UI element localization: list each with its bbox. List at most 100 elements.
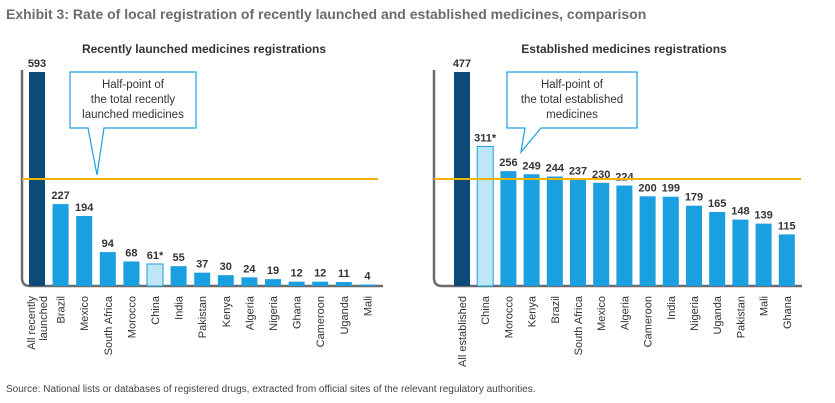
category-label: Kenya xyxy=(527,295,539,327)
value-label: 30 xyxy=(220,261,232,273)
category-label: Mali xyxy=(759,296,771,316)
established-chart: Established medicines registrations 477 Al… xyxy=(432,42,802,367)
bar-mexico xyxy=(593,182,610,286)
value-label: 115 xyxy=(778,220,796,232)
value-label: 55 xyxy=(172,252,184,264)
category-label: Ghana xyxy=(782,295,794,329)
category-label: Pakistan xyxy=(735,296,747,338)
bar-kenya xyxy=(217,275,234,286)
value-label: 94 xyxy=(102,238,115,250)
category-label: Algeria xyxy=(619,295,631,330)
bar-uganda xyxy=(709,211,726,286)
bar-china xyxy=(146,263,164,287)
category-label: Mexico xyxy=(596,296,608,331)
value-label: 230 xyxy=(592,169,610,181)
bar-brazil xyxy=(546,176,563,286)
category-label: Ghana xyxy=(292,295,304,329)
category-label: All recently xyxy=(26,296,38,350)
category-label: Uganda xyxy=(712,295,724,334)
category-label: Morocco xyxy=(503,296,515,338)
category-label: China xyxy=(480,295,492,325)
value-label: 12 xyxy=(290,268,302,280)
axis-line xyxy=(432,70,802,288)
bar-mexico xyxy=(76,215,93,286)
category-label: South Africa xyxy=(573,295,585,355)
bar-pakistan xyxy=(732,219,749,286)
bar-ghana xyxy=(288,281,305,286)
bar-mali xyxy=(755,223,772,286)
category-label: South Africa xyxy=(103,295,115,355)
category-label: Pakistan xyxy=(197,296,209,338)
category-label: Brazil xyxy=(550,296,562,324)
callout-text: Half-point of xyxy=(541,79,604,91)
callout-text: the total established xyxy=(521,94,623,106)
bar-cameroon xyxy=(312,281,329,286)
bar-ghana xyxy=(778,234,795,286)
value-label: 477 xyxy=(453,58,471,70)
value-label: 11 xyxy=(338,268,350,280)
bar-uganda xyxy=(335,282,352,286)
category-label: Brazil xyxy=(56,296,68,324)
category-label: All established xyxy=(457,296,469,367)
callout-text: launched medicines xyxy=(82,109,184,121)
bar-india xyxy=(170,266,187,286)
category-label: Cameroon xyxy=(643,296,655,347)
bar-brazil xyxy=(52,204,69,286)
value-label: 199 xyxy=(662,183,680,195)
chart-title: Recently launched medicines registration… xyxy=(82,42,326,56)
category-label: Nigeria xyxy=(268,295,280,331)
value-label: 12 xyxy=(314,268,326,280)
bar-cameroon xyxy=(639,196,656,286)
category-label: India xyxy=(666,295,678,320)
value-label: 200 xyxy=(638,182,656,194)
value-label: 37 xyxy=(196,259,208,271)
recently-launched-chart: Recently launched medicines registration… xyxy=(20,42,383,355)
value-label: 24 xyxy=(243,263,256,275)
callout-text: Half-point of xyxy=(102,79,165,91)
category-label: China xyxy=(150,295,162,325)
category-label: Mexico xyxy=(79,296,91,331)
category-label: Morocco xyxy=(126,296,138,338)
bar-morocco xyxy=(123,261,140,286)
bar-china xyxy=(476,145,494,287)
callout-text: the total recently xyxy=(91,94,176,106)
bar-pakistan xyxy=(194,272,211,286)
bar-nigeria xyxy=(686,205,702,286)
bar-india xyxy=(662,196,679,286)
category-label: launched xyxy=(38,296,50,341)
category-label: Cameroon xyxy=(315,296,327,347)
bar-nigeria xyxy=(265,279,281,286)
category-label: Algeria xyxy=(244,295,256,330)
category-label: Uganda xyxy=(339,295,351,334)
bar-south-africa xyxy=(570,179,586,286)
value-label: 593 xyxy=(28,58,46,70)
callout-text: medicines xyxy=(546,109,598,121)
bar-mali xyxy=(359,284,376,286)
bar-south-africa xyxy=(99,252,116,286)
category-label: Nigeria xyxy=(689,295,701,331)
half-point-callout xyxy=(69,71,197,176)
value-label: 256 xyxy=(499,157,517,169)
value-label: 311* xyxy=(474,132,497,144)
value-label: 179 xyxy=(685,192,703,204)
value-label: 139 xyxy=(754,210,772,222)
half-point-callout xyxy=(506,71,638,155)
value-label: 244 xyxy=(546,163,565,175)
value-label: 4 xyxy=(364,271,371,283)
value-label: 227 xyxy=(51,190,69,202)
bar-algeria xyxy=(616,185,633,286)
value-label: 224 xyxy=(615,172,634,184)
bar-kenya xyxy=(523,174,540,286)
chart-title: Established medicines registrations xyxy=(521,42,727,56)
value-label: 194 xyxy=(75,202,94,214)
exhibit-title: Exhibit 3: Rate of local registration of… xyxy=(6,6,647,22)
value-label: 68 xyxy=(125,247,137,259)
category-label: India xyxy=(174,295,186,320)
bar-algeria xyxy=(241,277,258,286)
value-label: 165 xyxy=(708,198,726,210)
value-label: 61* xyxy=(147,250,164,262)
category-label: Mali xyxy=(362,296,374,316)
value-label: 237 xyxy=(569,166,587,178)
value-label: 249 xyxy=(522,160,540,172)
category-label: Kenya xyxy=(221,295,233,327)
